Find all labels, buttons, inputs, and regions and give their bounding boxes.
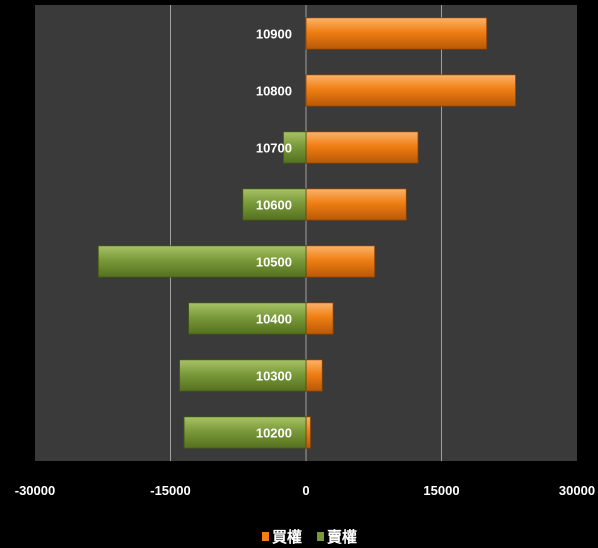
category-label: 10700 [256, 141, 292, 156]
put-bar-10200 [183, 416, 307, 449]
category-label: 10200 [256, 426, 292, 441]
legend-label: 買權 [272, 528, 302, 546]
call-bar-10500 [305, 245, 376, 278]
category-label: 10400 [256, 312, 292, 327]
x-tick-label: 30000 [559, 483, 595, 498]
legend-label: 賣權 [327, 528, 357, 546]
call-bar-10800 [305, 74, 516, 107]
put-bar-10400 [188, 302, 307, 335]
category-label: 10600 [256, 198, 292, 213]
category-label: 10500 [256, 255, 292, 270]
put-bar-10600 [242, 188, 307, 221]
x-tick-label: 0 [302, 483, 309, 498]
category-label: 10300 [256, 369, 292, 384]
legend: 買權 賣權 [262, 528, 357, 546]
call-bar-10300 [305, 359, 323, 392]
legend-swatch [262, 532, 269, 541]
category-label: 10800 [256, 84, 292, 99]
call-bar-10200 [305, 416, 311, 449]
category-labels: 10900 10800 10700 10600 10500 10400 10300 10200 [256, 27, 292, 441]
legend-swatch [317, 532, 324, 541]
x-tick-label: 15000 [423, 483, 459, 498]
call-bar-10700 [305, 131, 419, 164]
put-bar-10500 [97, 245, 307, 278]
category-label: 10900 [256, 27, 292, 42]
put-bar-10300 [179, 359, 307, 392]
put-bar-10700 [283, 131, 307, 164]
bars [97, 17, 516, 449]
x-tick-label: -30000 [15, 483, 55, 498]
call-bar-10600 [305, 188, 407, 221]
call-bar-10400 [305, 302, 334, 335]
x-tick-label: -15000 [150, 483, 190, 498]
x-axis-ticks: -30000 -15000 0 15000 30000 [15, 483, 595, 498]
call-bar-10900 [305, 17, 488, 50]
